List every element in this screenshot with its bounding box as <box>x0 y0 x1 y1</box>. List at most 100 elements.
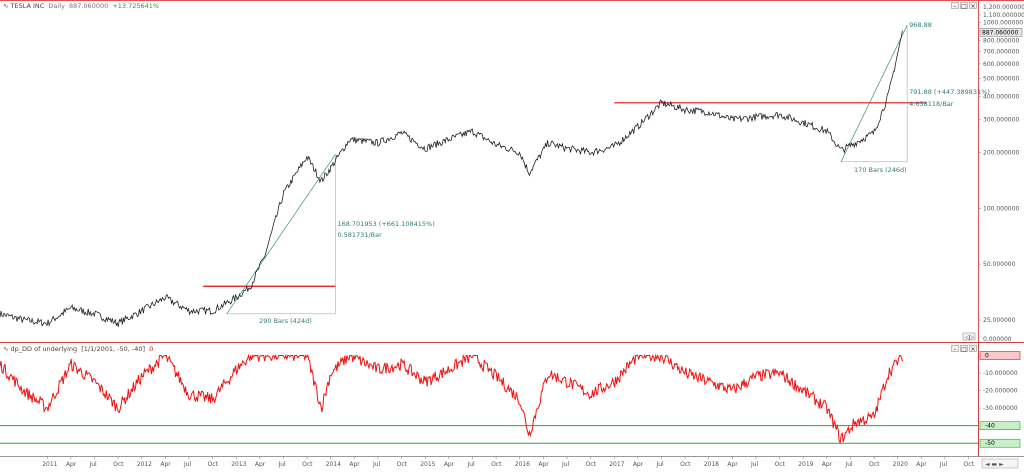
time-axis: 2011 Apr Jul Oct 2012 Apr Jul Oct 2013 Apr Jul Oct 2… <box>42 456 975 468</box>
drawdown-panel-header: ∿ dp_DD of underlying [1/1/2001, -50, -4… <box>3 345 153 353</box>
time-tick-label: 2016 <box>515 461 530 468</box>
time-tick-label: 2018 <box>704 461 719 468</box>
last-price-tag-group: 887.060000 <box>979 28 1023 37</box>
time-tick-label: Apr <box>444 461 455 468</box>
time-tick-label: Apr <box>538 461 549 468</box>
zoom-icon[interactable] <box>962 332 976 341</box>
time-tick-label: Oct <box>680 461 691 468</box>
time-tick-label: 2015 <box>420 461 435 468</box>
indicator-value: 0 <box>149 345 154 353</box>
time-tick-label: Jul <box>844 461 853 468</box>
time-tick-label: Oct <box>775 461 786 468</box>
measure-diagonal-2 <box>840 25 908 162</box>
lower-close-icon[interactable]: × <box>969 345 977 353</box>
scroll-control[interactable] <box>981 458 1019 469</box>
price-tick-label: 1000.000000 <box>983 20 1023 27</box>
measure-2-rate-label: 4.658118/Bar <box>909 100 954 108</box>
time-tick-label: Oct <box>302 461 313 468</box>
price-axis: 1,200.0000001,100.0000001000.000000900.0… <box>978 4 1024 343</box>
time-tick-label: Oct <box>586 461 597 468</box>
time-tick-label: 2013 <box>231 461 246 468</box>
indicator-params: [1/1/2001, -50, -40] <box>81 345 146 353</box>
drawdown-tag-box <box>979 421 1021 430</box>
drawdown-tag-box <box>979 438 1021 448</box>
time-tick-label: 2020 <box>893 461 908 468</box>
price-axis-top-label: 1,200.000000 <box>983 4 1024 11</box>
drawdown-tick-label: -10.000000 <box>983 370 1018 377</box>
time-tick-label: Jul <box>750 461 759 468</box>
zoom-glyph: ◁▷ <box>965 334 975 341</box>
time-tick-label: Oct <box>397 461 408 468</box>
minimize-icon[interactable]: – <box>951 2 959 10</box>
price-tick-label: 50.000000 <box>983 261 1016 268</box>
measure-1-bars-label: 290 Bars (424d) <box>259 317 312 325</box>
last-price-tag <box>979 28 1023 37</box>
close-icon[interactable]: × <box>969 2 977 10</box>
measure-1-rate-label: 0.581731/Bar <box>337 231 382 239</box>
time-tick-label: Apr <box>727 461 738 468</box>
interval-label: Daily <box>48 2 65 10</box>
time-tick-label: Jul <box>939 461 948 468</box>
last-price: 887.060000 <box>68 2 109 10</box>
measure-diagonal-1 <box>226 154 336 315</box>
price-tick-label: 100.000000 <box>983 205 1019 212</box>
time-tick-label: Apr <box>66 461 77 468</box>
drawdown-axis: -10.000000 -20.000000 -30.000000 <box>978 370 1018 412</box>
price-tick-label: 500.000000 <box>983 76 1019 83</box>
price-tick-label: 700.000000 <box>983 48 1019 55</box>
indicator-icon: ∿ <box>3 345 9 353</box>
time-tick-label: Jul <box>88 461 97 468</box>
drawdown-tag-box <box>979 351 1021 360</box>
time-tick-label: Oct <box>491 461 502 468</box>
time-tick-label: 2017 <box>609 461 624 468</box>
drawdown-tag-label: 0 <box>985 353 989 360</box>
time-tick-label: Apr <box>160 461 171 468</box>
price-tick-label: 600.000000 <box>983 61 1019 68</box>
threshold-lines <box>0 425 978 444</box>
time-tick-label: 2012 <box>137 461 152 468</box>
wave-icon: ∿ <box>3 2 9 10</box>
measure-2-bars-label: 170 Bars (246d) <box>854 166 907 174</box>
drawdown-tick-label: -20.000000 <box>983 388 1018 395</box>
time-tick-label: Jul <box>277 461 286 468</box>
price-panel-header: ∿ TESLA INC Daily 887.060000 +13.725641% <box>3 2 159 10</box>
measure-tools: 168.701953 (+661.108415%) 0.581731/Bar 290… <box>226 21 990 325</box>
time-tick-label: Oct <box>964 461 975 468</box>
drawdown-tags: 0 -40 -50 <box>979 351 1021 448</box>
price-tick-label: 25.000000 <box>983 317 1016 324</box>
time-tick-label: 2014 <box>326 461 341 468</box>
lower-maximize-icon[interactable]: □ <box>960 345 968 353</box>
drawdown-series-line <box>0 353 903 444</box>
price-series-line <box>0 30 903 327</box>
price-tick-label: 800.000000 <box>983 38 1019 45</box>
time-tick-label: Oct <box>869 461 880 468</box>
time-tick-label: 2019 <box>798 461 813 468</box>
drawdown-tag-label: -50 <box>985 440 995 447</box>
lower-minimize-icon[interactable]: – <box>951 345 959 353</box>
time-tick-label: Jul <box>183 461 192 468</box>
drawdown-tick-label: -30.000000 <box>983 405 1018 412</box>
indicator-title: dp_DD of underlying <box>10 345 78 353</box>
maximize-icon[interactable]: □ <box>960 2 968 10</box>
price-tick-label: 400.000000 <box>983 94 1019 101</box>
time-tick-label: 2011 <box>42 461 57 468</box>
price-change: +13.725641% <box>112 2 160 10</box>
level-lines <box>203 102 927 287</box>
time-tick-label: Apr <box>633 461 644 468</box>
price-tick-label: 1,100.000000 <box>983 12 1024 19</box>
scroll-glyph: ◄ ▬ ► <box>985 461 1004 468</box>
last-price-tag-label: 887.060000 <box>982 29 1018 36</box>
time-tick-label: Jul <box>466 461 475 468</box>
time-tick-label: Apr <box>255 461 266 468</box>
time-tick-label: Oct <box>208 461 219 468</box>
measure-2-peak-label: 968.88 <box>909 21 932 29</box>
measure-2-delta-label: 791.88 (+447.389831%) <box>909 88 990 96</box>
time-tick-label: Jul <box>561 461 570 468</box>
symbol-name: TESLA INC <box>10 2 45 10</box>
drawdown-tag-label: -40 <box>985 423 995 430</box>
measure-1-delta-label: 168.701953 (+661.108415%) <box>337 220 434 228</box>
time-tick-label: Apr <box>822 461 833 468</box>
time-tick-label: Apr <box>916 461 927 468</box>
price-tick-label: 300.000000 <box>983 117 1019 124</box>
